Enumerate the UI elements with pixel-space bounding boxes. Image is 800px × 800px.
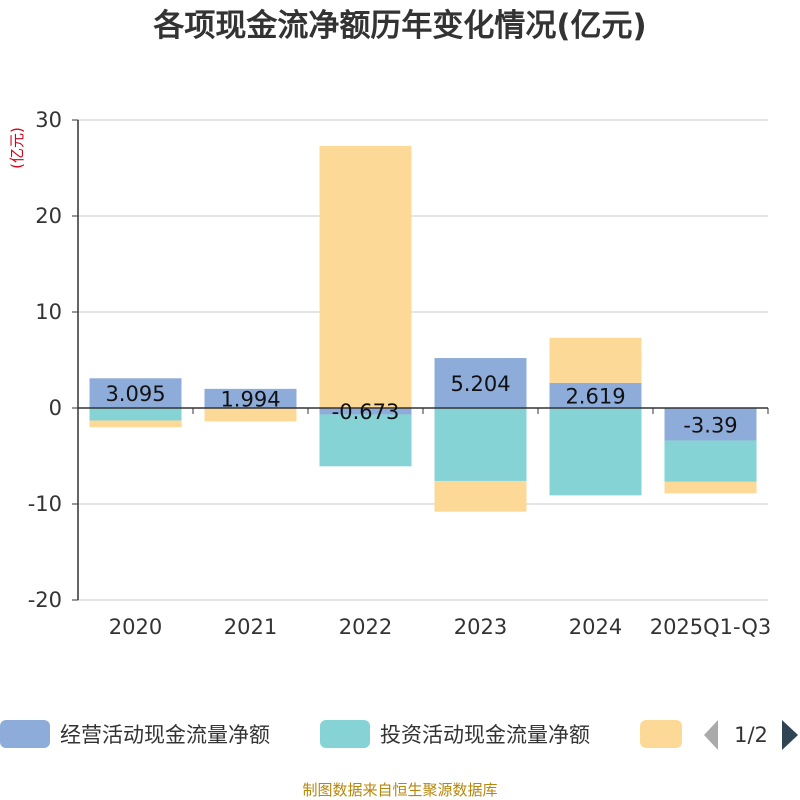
legend-item-investing[interactable]: 投资活动现金流量净额 — [320, 720, 590, 748]
x-tick-label: 2023 — [454, 615, 507, 639]
bar-1-2020[interactable] — [89, 408, 182, 421]
axes: 30 20 10 0 -10 -20 2020 2021 2022 2023 2024 2025Q1-… — [28, 108, 772, 639]
legend-item-financing[interactable] — [640, 720, 682, 748]
data-source-note: 制图数据来自恒生聚源数据库 — [302, 781, 497, 799]
x-tick-label: 2020 — [109, 615, 162, 639]
data-label-operating: 5.204 — [450, 372, 510, 396]
bar-2-2022[interactable] — [319, 145, 412, 409]
chart-title: 各项现金流净额历年变化情况(亿元) — [152, 8, 646, 44]
data-label-operating: 1.994 — [220, 387, 280, 411]
data-label-operating: 3.095 — [105, 382, 165, 406]
grid-lines — [78, 119, 768, 601]
bar-2-2023[interactable] — [434, 480, 527, 512]
bar-1-2023[interactable] — [434, 408, 527, 481]
x-tick-label: 2024 — [569, 615, 622, 639]
data-label-operating: -0.673 — [332, 400, 400, 424]
bar-2-2024[interactable] — [549, 337, 642, 383]
legend-label-investing: 投资活动现金流量净额 — [380, 723, 590, 747]
y-tick-label: 0 — [49, 396, 62, 420]
data-label-operating: 2.619 — [565, 384, 625, 408]
y-axis-unit-label: (亿元) — [8, 127, 26, 169]
legend-prev-page-icon[interactable] — [704, 720, 718, 750]
x-tick-label: 2025Q1-Q3 — [650, 615, 772, 639]
data-label-operating: -3.39 — [683, 413, 737, 437]
bar-2-2025Q1-Q3[interactable] — [664, 481, 757, 494]
y-tick-label: 30 — [35, 108, 62, 132]
bar-1-2022[interactable] — [319, 414, 412, 467]
bar-2-2021[interactable] — [204, 408, 297, 422]
bar-0-2023[interactable] — [434, 358, 527, 408]
bar-0-2020[interactable] — [89, 378, 182, 408]
bar-1-2025Q1-Q3[interactable] — [664, 440, 757, 482]
y-tick-label: -10 — [28, 492, 62, 516]
legend-label-operating: 经营活动现金流量净额 — [60, 723, 270, 747]
legend-next-page-icon[interactable] — [782, 720, 798, 750]
legend-swatch-investing — [320, 720, 370, 748]
bar-series-group — [89, 145, 757, 512]
legend-page-indicator: 1/2 — [734, 723, 768, 747]
y-tick-label: 10 — [35, 300, 62, 324]
legend-swatch-financing — [640, 720, 682, 748]
bar-0-2025Q1-Q3[interactable] — [664, 408, 757, 441]
x-tick-label: 2022 — [339, 615, 392, 639]
y-tick-label: -20 — [28, 588, 62, 612]
x-tick-label: 2021 — [224, 615, 277, 639]
legend-swatch-operating — [0, 720, 50, 748]
bar-0-2021[interactable] — [204, 388, 297, 408]
y-tick-label: 20 — [35, 204, 62, 228]
bar-0-2022[interactable] — [319, 408, 412, 415]
bar-2-2020[interactable] — [89, 420, 182, 428]
legend: 经营活动现金流量净额 投资活动现金流量净额 1/2 — [0, 720, 798, 750]
bar-1-2024[interactable] — [549, 408, 642, 496]
bar-0-2024[interactable] — [549, 382, 642, 408]
data-labels: 3.095 1.994 -0.673 5.204 2.619 -3.39 — [105, 372, 737, 437]
legend-item-operating[interactable]: 经营活动现金流量净额 — [0, 720, 270, 748]
